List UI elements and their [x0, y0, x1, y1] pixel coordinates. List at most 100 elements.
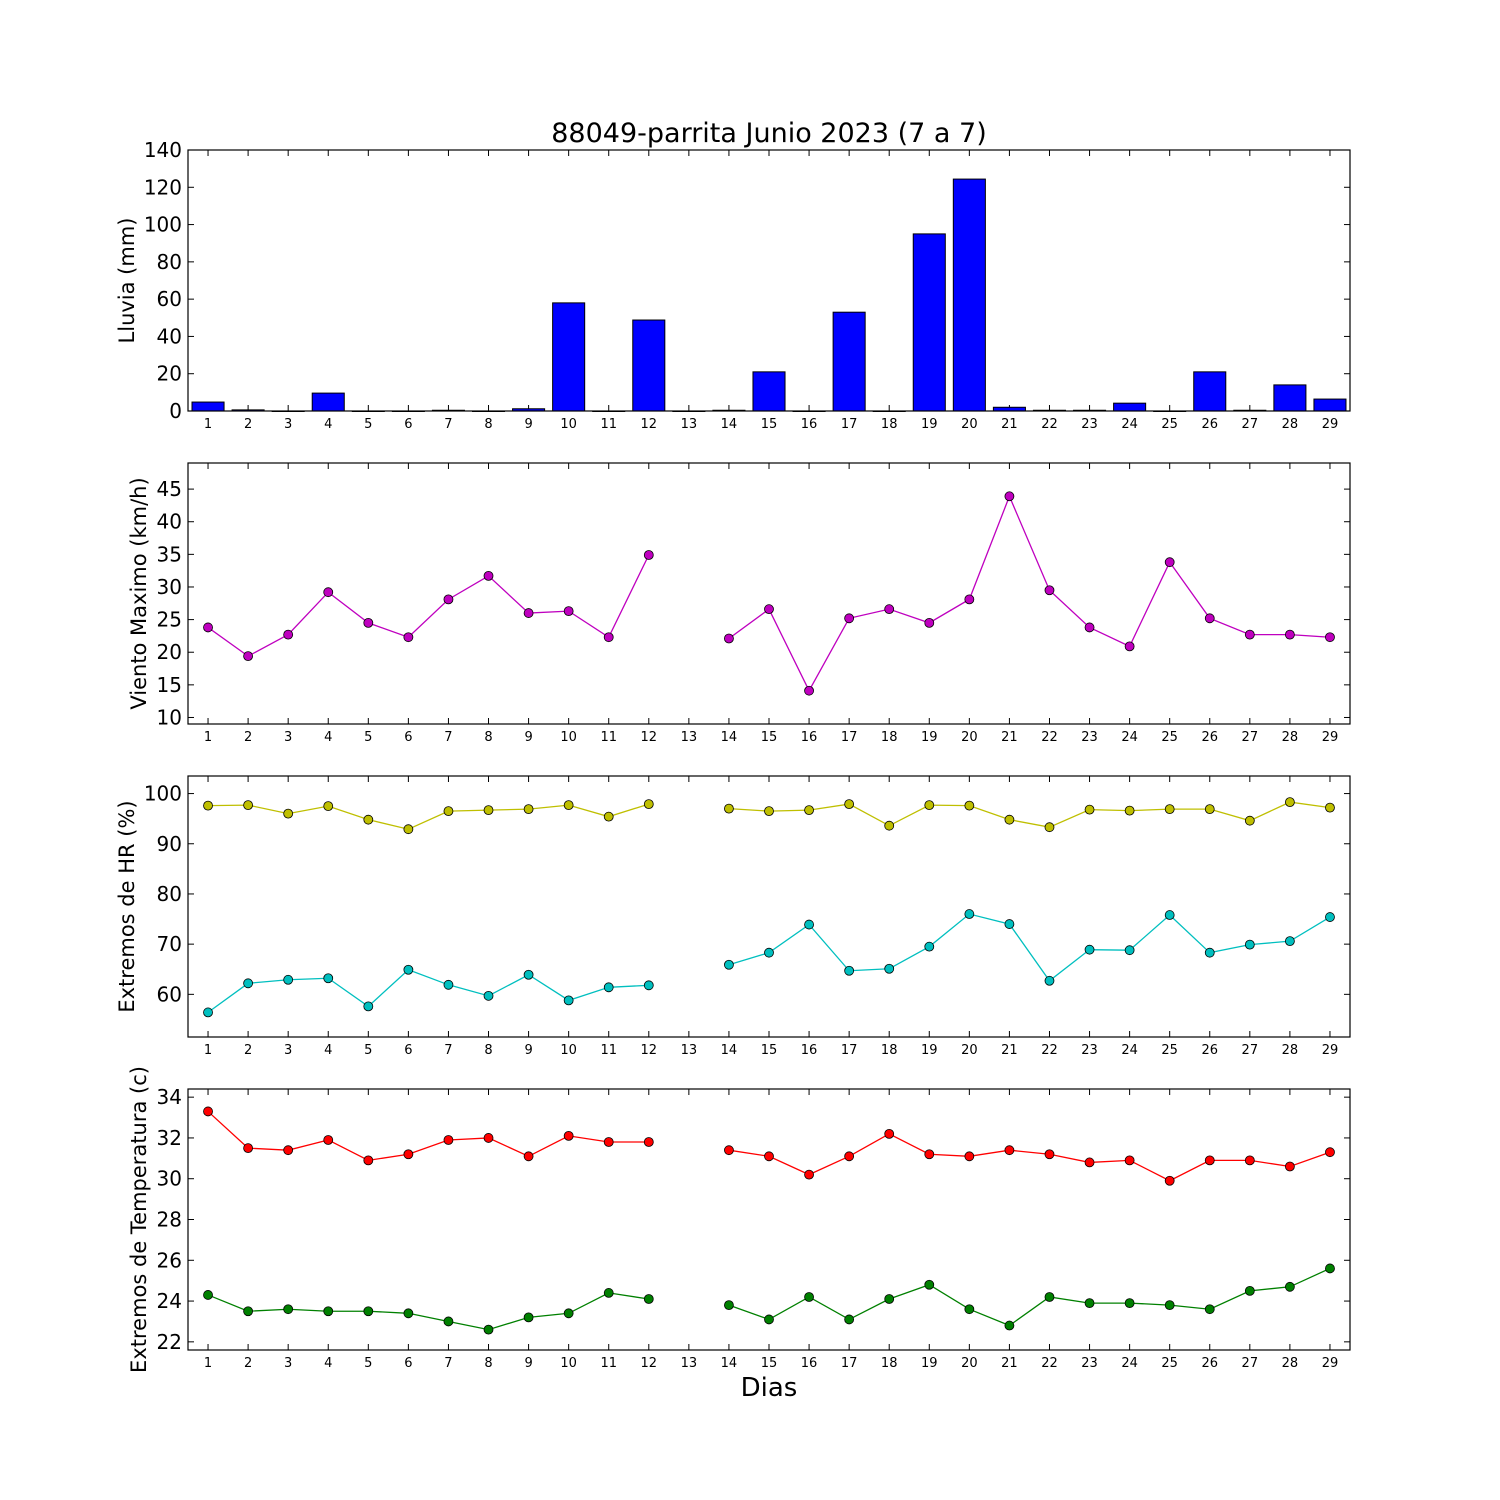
data-point [764, 806, 774, 817]
x-tick-label: 11 [600, 1043, 617, 1058]
data-point [964, 1304, 975, 1315]
data-point [724, 1300, 734, 1311]
x-tick-label: 27 [1242, 1356, 1259, 1371]
data-point [764, 947, 774, 958]
data-point [804, 685, 814, 696]
x-tick-label: 25 [1161, 1356, 1178, 1371]
x-tick-label: 7 [444, 1356, 452, 1371]
x-tick-label: 8 [484, 1356, 492, 1371]
x-tick-label: 3 [284, 1356, 292, 1371]
x-tick-label: 15 [761, 417, 778, 432]
data-point [243, 1306, 254, 1317]
data-point [603, 1288, 614, 1298]
x-tick-label: 6 [404, 417, 412, 432]
series-line [207, 913, 1331, 1013]
data-point [724, 803, 734, 814]
x-tick-label: 27 [1242, 417, 1259, 432]
x-tick-label: 17 [841, 730, 858, 745]
data-point [1044, 1292, 1055, 1302]
data-point [884, 604, 895, 615]
x-tick-label: 19 [921, 417, 938, 432]
data-point [1204, 1304, 1215, 1315]
x-tick-label: 18 [881, 1356, 898, 1371]
x-tick-label: 13 [681, 417, 698, 432]
x-tick-label: 9 [524, 1356, 532, 1371]
x-tick-label: 8 [484, 730, 492, 745]
data-point [443, 806, 454, 817]
x-tick-label: 26 [1201, 1356, 1218, 1371]
data-point [603, 1137, 614, 1147]
x-tick-label: 7 [444, 417, 452, 432]
x-tick-label: 24 [1121, 1043, 1138, 1058]
data-point [403, 632, 414, 643]
y-tick-label: 28 [157, 1208, 182, 1232]
x-tick-label: 14 [721, 730, 738, 745]
data-point [1164, 804, 1175, 815]
bar [912, 233, 946, 412]
y-tick-label: 40 [157, 324, 182, 348]
data-point [363, 814, 374, 825]
data-point [403, 964, 414, 975]
data-point [1044, 975, 1055, 986]
x-tick-label: 8 [484, 1043, 492, 1058]
data-point [363, 1001, 374, 1012]
data-point [1124, 805, 1135, 816]
x-tick-label: 5 [364, 417, 372, 432]
data-point [203, 1106, 213, 1117]
data-point [964, 594, 975, 605]
data-point [1244, 815, 1255, 826]
y-tick-label: 34 [157, 1085, 182, 1109]
x-tick-label: 18 [881, 1043, 898, 1058]
x-tick-label: 6 [404, 1043, 412, 1058]
data-point [884, 1128, 895, 1139]
data-point [643, 1294, 654, 1304]
data-point [884, 963, 895, 974]
data-point [804, 805, 814, 816]
data-point [523, 608, 534, 618]
x-tick-label: 25 [1161, 417, 1178, 432]
data-point [1084, 804, 1095, 815]
data-point [1164, 1300, 1175, 1311]
y-tick-label: 22 [157, 1330, 182, 1354]
axes-frame [187, 462, 1351, 725]
bar [1313, 398, 1347, 412]
y-tick-label: 60 [157, 982, 182, 1006]
data-point [1084, 1298, 1095, 1309]
data-point [243, 651, 254, 662]
data-point [363, 1155, 374, 1166]
x-tick-label: 29 [1322, 1043, 1339, 1058]
data-point [1325, 1263, 1335, 1274]
data-point [563, 995, 574, 1006]
bar [1113, 402, 1147, 412]
data-point [283, 1304, 294, 1315]
y-tick-label: 20 [157, 640, 182, 664]
data-point [924, 1279, 935, 1290]
x-tick-label: 12 [641, 1356, 658, 1371]
bar [632, 319, 666, 412]
x-tick-label: 7 [444, 1043, 452, 1058]
x-tick-label: 26 [1201, 1043, 1218, 1058]
data-point [483, 990, 494, 1001]
data-point [203, 1007, 213, 1018]
x-tick-label: 5 [364, 730, 372, 745]
data-point [1204, 613, 1215, 624]
bar [952, 178, 986, 412]
data-point [924, 800, 935, 811]
x-tick-label: 28 [1282, 417, 1299, 432]
data-point [1084, 622, 1095, 633]
data-point [283, 629, 294, 640]
data-point [203, 800, 213, 811]
data-point [724, 1145, 734, 1156]
x-tick-label: 10 [560, 1043, 577, 1058]
bar [1193, 371, 1227, 412]
data-point [1325, 632, 1335, 643]
axes-frame [187, 1088, 1351, 1351]
data-point [243, 800, 254, 811]
data-point [283, 974, 294, 985]
x-tick-label: 20 [961, 1356, 978, 1371]
x-tick-label: 8 [484, 417, 492, 432]
data-point [1204, 804, 1215, 815]
x-tick-label: 23 [1081, 1043, 1098, 1058]
